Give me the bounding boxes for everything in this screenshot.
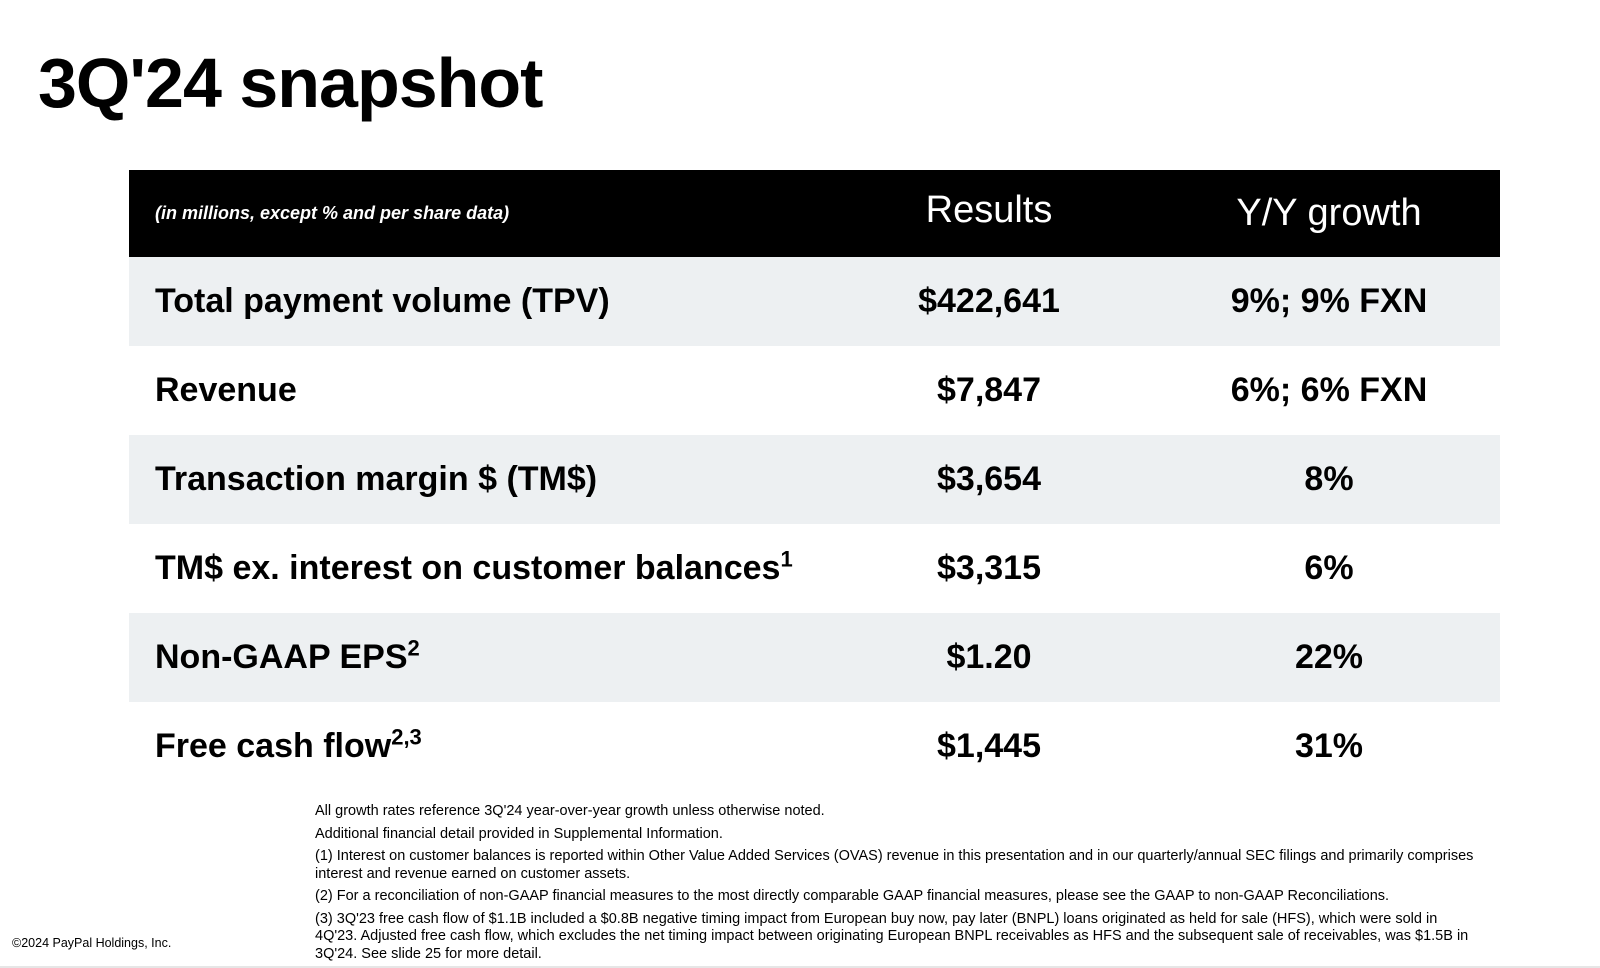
row-label: Revenue bbox=[155, 371, 297, 409]
row-growth: 8% bbox=[1304, 460, 1354, 498]
table-row: Transaction margin $ (TM$) $3,654 8% bbox=[129, 435, 1500, 524]
header-growth: Y/Y growth bbox=[1236, 192, 1422, 234]
footnote: (2) For a reconciliation of non-GAAP fin… bbox=[315, 888, 1390, 904]
footnote: (3) 3Q'23 free cash flow of $1.1B includ… bbox=[315, 910, 1469, 962]
row-growth: 6% bbox=[1304, 549, 1354, 587]
row-label: Free cash flow2,3 bbox=[155, 724, 422, 765]
row-growth: 31% bbox=[1294, 727, 1364, 765]
row-label: TM$ ex. interest on customer balances1 bbox=[155, 546, 793, 587]
row-label: Non-GAAP EPS2 bbox=[155, 635, 420, 676]
footnote: Additional financial detail provided in … bbox=[315, 825, 723, 842]
table-row: Non-GAAP EPS2 $1.20 22% bbox=[129, 613, 1500, 702]
table-row: Free cash flow2,3 $1,445 31% bbox=[129, 702, 1500, 791]
row-growth: 6%; 6% FXN bbox=[1230, 371, 1428, 409]
table-row: Revenue $7,847 6%; 6% FXN bbox=[129, 346, 1500, 435]
row-result: $1.20 bbox=[946, 638, 1032, 676]
header-units-label: (in millions, except % and per share dat… bbox=[155, 203, 510, 223]
row-result: $3,654 bbox=[937, 460, 1041, 498]
footnote: (1) Interest on customer balances is rep… bbox=[315, 848, 1474, 882]
snapshot-table: (in millions, except % and per share dat… bbox=[129, 170, 1500, 791]
table-header: (in millions, except % and per share dat… bbox=[129, 170, 1500, 257]
page-title: 3Q'24 snapshot bbox=[38, 44, 543, 122]
bottom-divider bbox=[0, 966, 1600, 968]
footnotes: All growth rates reference 3Q'24 year-ov… bbox=[315, 803, 1475, 968]
table-row: TM$ ex. interest on customer balances1 $… bbox=[129, 524, 1500, 613]
row-result: $3,315 bbox=[937, 549, 1041, 587]
row-label: Transaction margin $ (TM$) bbox=[155, 460, 598, 498]
copyright-notice: ©2024 PayPal Holdings, Inc. bbox=[12, 936, 172, 950]
footnote: All growth rates reference 3Q'24 year-ov… bbox=[315, 803, 825, 819]
row-label: Total payment volume (TPV) bbox=[155, 282, 610, 320]
table-row: Total payment volume (TPV) $422,641 9%; … bbox=[129, 257, 1500, 346]
row-growth: 22% bbox=[1294, 638, 1364, 676]
row-result: $422,641 bbox=[918, 282, 1060, 320]
row-result: $1,445 bbox=[937, 727, 1041, 765]
header-results: Results bbox=[925, 189, 1053, 231]
row-growth: 9%; 9% FXN bbox=[1230, 282, 1428, 320]
row-result: $7,847 bbox=[937, 371, 1041, 409]
